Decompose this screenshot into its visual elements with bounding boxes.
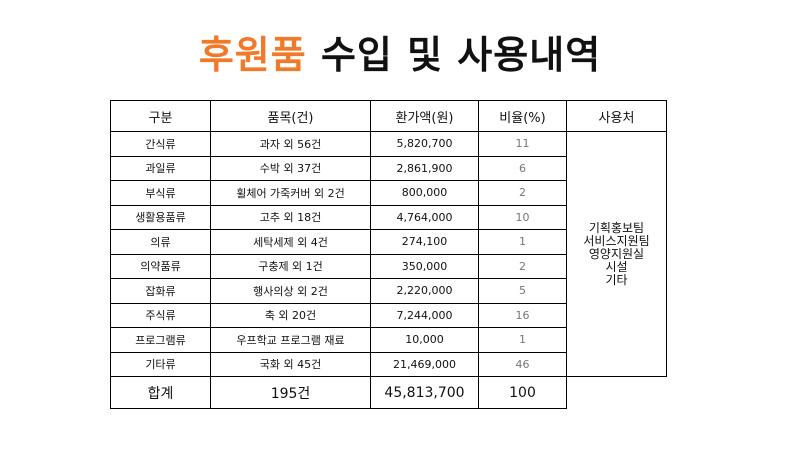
title-rest: 수입 및 사용내역: [320, 33, 602, 77]
cell-amount: 2,220,000: [370, 278, 479, 304]
cell-category: 생활용품류: [110, 204, 211, 230]
header-ratio: 비율(%): [478, 100, 567, 132]
cell-ratio: 2: [478, 253, 567, 279]
cell-amount: 5,820,700: [370, 131, 479, 157]
total-item: 195건: [210, 376, 371, 409]
cell-item: 과자 외 56건: [210, 131, 371, 157]
cell-amount: 21,469,000: [370, 351, 479, 377]
table-row: 주식류 축 외 20건 7,244,000 16: [110, 302, 667, 328]
cell-item: 국화 외 45건: [210, 351, 371, 377]
table-row: 기타류 국화 외 45건 21,469,000 46: [110, 351, 667, 377]
cell-category: 의약품류: [110, 253, 211, 279]
cell-amount: 350,000: [370, 253, 479, 279]
cell-ratio: 1: [478, 229, 567, 255]
cell-item: 축 외 20건: [210, 302, 371, 328]
title-accent: 후원품: [198, 33, 307, 77]
cell-ratio: 11: [478, 131, 567, 157]
table-row: 의약품류 구충제 외 1건 350,000 2: [110, 253, 667, 279]
cell-category: 잡화류: [110, 278, 211, 304]
cell-ratio: 46: [478, 351, 567, 377]
cell-item: 휠체어 가죽커버 외 2건: [210, 180, 371, 206]
total-ratio: 100: [478, 376, 567, 409]
usage-item: 영양지원실: [588, 246, 645, 261]
cell-amount: 2,861,900: [370, 155, 479, 181]
cell-item: 세탁세제 외 4건: [210, 229, 371, 255]
table-row: 프로그램류 우프학교 프로그램 재료 10,000 1: [110, 327, 667, 353]
cell-category: 과일류: [110, 155, 211, 181]
usage-item: 기타: [605, 272, 628, 287]
cell-category: 부식류: [110, 180, 211, 206]
cell-ratio: 5: [478, 278, 567, 304]
header-item: 품목(건): [210, 100, 371, 132]
cell-item: 고추 외 18건: [210, 204, 371, 230]
table-row: 간식류 과자 외 56건 5,820,700 11 기획홍보팀 서비스지원팀 영…: [110, 131, 667, 377]
total-category: 합계: [110, 376, 211, 409]
usage-item: 시설: [605, 259, 628, 274]
usage-item: 서비스지원팀: [583, 233, 650, 248]
cell-item: 행사의상 외 2건: [210, 278, 371, 304]
header-usage: 사용처: [566, 100, 667, 132]
cell-item: 수박 외 37건: [210, 155, 371, 181]
total-amount: 45,813,700: [370, 376, 479, 409]
cell-ratio: 2: [478, 180, 567, 206]
cell-ratio: 10: [478, 204, 567, 230]
cell-amount: 7,244,000: [370, 302, 479, 328]
cell-category: 주식류: [110, 302, 211, 328]
donation-table: 구분 품목(건) 환가액(원) 비율(%) 사용처 간식류 과자 외 56건 5…: [110, 100, 667, 409]
cell-category: 기타류: [110, 351, 211, 377]
header-amount: 환가액(원): [370, 100, 479, 132]
table-row: 부식류 휠체어 가죽커버 외 2건 800,000 2: [110, 180, 667, 206]
cell-category: 의류: [110, 229, 211, 255]
cell-ratio: 16: [478, 302, 567, 328]
cell-item: 구충제 외 1건: [210, 253, 371, 279]
usage-cell: 기획홍보팀 서비스지원팀 영양지원실 시설 기타: [566, 131, 667, 377]
cell-amount: 10,000: [370, 327, 479, 353]
cell-amount: 800,000: [370, 180, 479, 206]
usage-item: 기획홍보팀: [588, 220, 645, 235]
table-row: 잡화류 행사의상 외 2건 2,220,000 5: [110, 278, 667, 304]
page-title: 후원품 수입 및 사용내역: [0, 30, 800, 80]
table-header-row: 구분 품목(건) 환가액(원) 비율(%) 사용처: [110, 100, 667, 132]
cell-amount: 4,764,000: [370, 204, 479, 230]
cell-ratio: 1: [478, 327, 567, 353]
cell-category: 간식류: [110, 131, 211, 157]
cell-category: 프로그램류: [110, 327, 211, 353]
cell-ratio: 6: [478, 155, 567, 181]
cell-amount: 274,100: [370, 229, 479, 255]
cell-item: 우프학교 프로그램 재료: [210, 327, 371, 353]
table-row: 과일류 수박 외 37건 2,861,900 6: [110, 155, 667, 181]
header-category: 구분: [110, 100, 211, 132]
total-row: 합계 195건 45,813,700 100: [110, 376, 667, 409]
table-row: 생활용품류 고추 외 18건 4,764,000 10: [110, 204, 667, 230]
